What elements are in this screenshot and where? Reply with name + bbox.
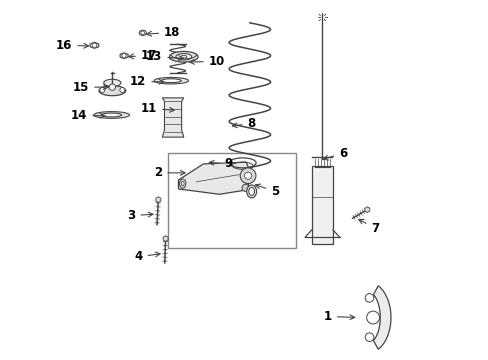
Text: 15: 15: [73, 81, 108, 94]
Text: 4: 4: [134, 250, 160, 263]
Circle shape: [244, 172, 251, 179]
Ellipse shape: [246, 185, 256, 198]
Circle shape: [366, 311, 379, 324]
Text: 11: 11: [141, 102, 174, 115]
Circle shape: [120, 87, 124, 93]
Ellipse shape: [180, 55, 186, 58]
Polygon shape: [364, 207, 369, 212]
Text: 3: 3: [127, 209, 153, 222]
Circle shape: [92, 43, 97, 48]
Bar: [311, 166, 332, 244]
Ellipse shape: [99, 86, 125, 96]
Polygon shape: [120, 53, 128, 58]
Polygon shape: [373, 286, 390, 349]
Polygon shape: [156, 197, 161, 203]
Text: 1: 1: [323, 310, 354, 323]
Text: 17: 17: [128, 49, 157, 62]
Ellipse shape: [103, 79, 121, 86]
Text: 9: 9: [209, 157, 233, 170]
Text: 18: 18: [146, 26, 180, 39]
Text: 6: 6: [323, 147, 346, 160]
Ellipse shape: [154, 77, 188, 84]
Circle shape: [242, 184, 248, 192]
Ellipse shape: [102, 113, 122, 117]
Bar: [167, 153, 296, 248]
Circle shape: [365, 294, 373, 302]
Text: 14: 14: [71, 109, 104, 122]
Circle shape: [100, 87, 104, 93]
Circle shape: [240, 168, 255, 184]
Ellipse shape: [181, 181, 184, 186]
Ellipse shape: [139, 30, 146, 36]
Polygon shape: [163, 236, 168, 242]
Text: 13: 13: [146, 50, 183, 63]
Text: 10: 10: [189, 55, 224, 68]
Ellipse shape: [248, 188, 254, 195]
Text: 8: 8: [232, 117, 255, 130]
Text: 5: 5: [255, 184, 279, 198]
Circle shape: [365, 333, 373, 342]
Circle shape: [109, 84, 115, 90]
Text: 16: 16: [56, 39, 88, 52]
Circle shape: [122, 54, 126, 58]
Text: 2: 2: [154, 166, 185, 179]
Polygon shape: [90, 42, 99, 48]
Ellipse shape: [161, 79, 181, 82]
Ellipse shape: [179, 179, 185, 188]
Ellipse shape: [169, 51, 198, 62]
Ellipse shape: [176, 54, 191, 60]
Polygon shape: [162, 98, 183, 137]
Text: 7: 7: [358, 219, 379, 235]
Text: 12: 12: [130, 75, 163, 88]
Ellipse shape: [94, 112, 129, 118]
Polygon shape: [178, 162, 251, 194]
Circle shape: [141, 31, 144, 35]
